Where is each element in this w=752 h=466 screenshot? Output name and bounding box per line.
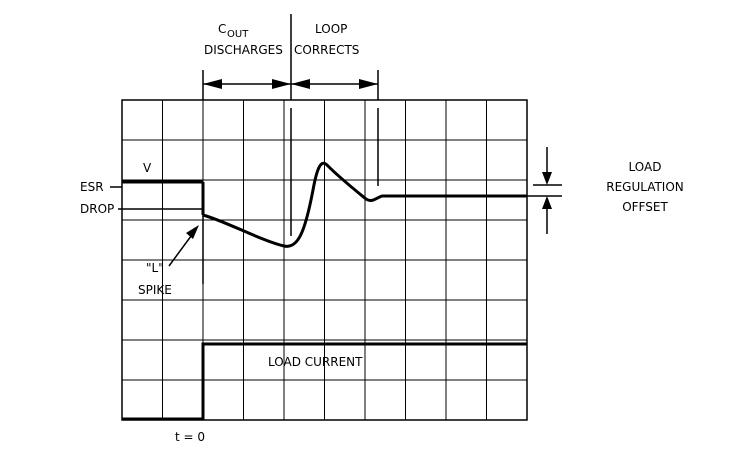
l-text: "L" (146, 261, 164, 275)
l-spike-label: "L" SPIKE (138, 225, 199, 297)
drop-text: DROP (80, 202, 114, 216)
loop-corrects-label: LOOP CORRECTS (294, 22, 359, 57)
load-regulation-offset-indicator (533, 147, 562, 234)
esr-text: ESR (80, 180, 104, 194)
spike-text: SPIKE (138, 283, 172, 297)
load-current-label: LOAD CURRENT (268, 355, 363, 369)
corrects-text: CORRECTS (294, 43, 359, 57)
graticule-horizontal-lines (122, 139, 527, 381)
cout-discharges-arrow (203, 79, 291, 89)
cout-subscript: OUT (227, 29, 249, 40)
loop-corrects-arrow (291, 79, 378, 89)
load-text: LOAD (629, 160, 662, 174)
cout-c: C (218, 22, 226, 36)
v-label: V (143, 161, 152, 175)
voltage-recovery-curve (202, 161, 527, 248)
regulation-text: REGULATION (606, 180, 684, 194)
discharges-text: DISCHARGES (204, 43, 283, 57)
esr-drop-label: ESR DROP (80, 180, 203, 216)
phase-markers (202, 14, 379, 236)
load-regulation-offset-label: LOAD REGULATION OFFSET (606, 160, 684, 214)
loop-text: LOOP (315, 22, 347, 36)
t0-label: t = 0 (175, 430, 205, 444)
cout-discharges-label: C OUT DISCHARGES (204, 22, 283, 57)
load-current-trace (122, 342, 527, 421)
offset-text: OFFSET (622, 200, 668, 214)
l-spike-arrowhead (186, 225, 199, 239)
graticule (121, 99, 528, 421)
